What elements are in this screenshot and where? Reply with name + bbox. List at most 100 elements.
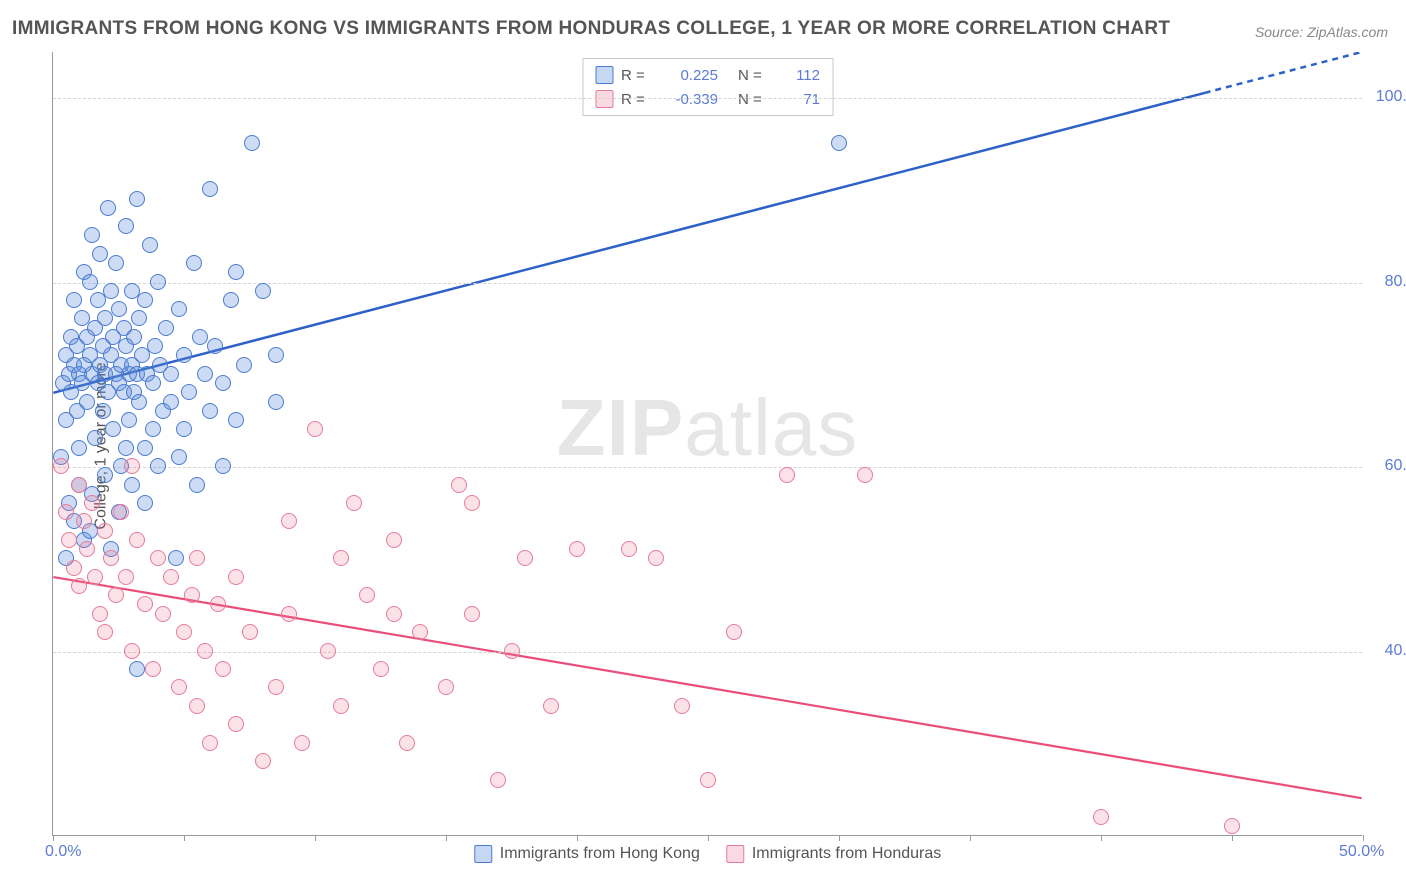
trend-lines: [53, 52, 1362, 835]
data-point: [242, 624, 258, 640]
data-point: [1093, 809, 1109, 825]
data-point: [118, 569, 134, 585]
data-point: [71, 440, 87, 456]
data-point: [163, 394, 179, 410]
x-tick-label: 0.0%: [45, 843, 81, 861]
scatter-plot-area: ZIPatlas R = 0.225 N = 112 R = -0.339 N …: [52, 52, 1362, 836]
x-tick-label: 50.0%: [1339, 843, 1384, 861]
data-point: [158, 320, 174, 336]
data-point: [504, 643, 520, 659]
data-point: [255, 283, 271, 299]
y-tick-label: 40.0%: [1385, 642, 1406, 660]
data-point: [58, 504, 74, 520]
data-point: [831, 135, 847, 151]
data-point: [150, 458, 166, 474]
data-point: [124, 643, 140, 659]
data-point: [103, 283, 119, 299]
data-point: [76, 513, 92, 529]
data-point: [103, 550, 119, 566]
data-point: [97, 624, 113, 640]
x-tick-mark: [708, 835, 709, 841]
data-point: [163, 569, 179, 585]
swatch-blue-icon: [595, 66, 613, 84]
y-tick-label: 60.0%: [1385, 457, 1406, 475]
data-point: [95, 403, 111, 419]
data-point: [176, 421, 192, 437]
data-point: [171, 301, 187, 317]
data-point: [171, 679, 187, 695]
data-point: [228, 716, 244, 732]
x-tick-mark: [839, 835, 840, 841]
data-point: [1224, 818, 1240, 834]
data-point: [320, 643, 336, 659]
data-point: [192, 329, 208, 345]
chart-title: IMMIGRANTS FROM HONG KONG VS IMMIGRANTS …: [12, 18, 1170, 40]
data-point: [150, 550, 166, 566]
data-point: [129, 661, 145, 677]
data-point: [307, 421, 323, 437]
data-point: [71, 578, 87, 594]
data-point: [126, 329, 142, 345]
watermark: ZIPatlas: [557, 382, 858, 474]
data-point: [137, 440, 153, 456]
data-point: [66, 560, 82, 576]
data-point: [137, 495, 153, 511]
data-point: [71, 477, 87, 493]
data-point: [197, 643, 213, 659]
data-point: [108, 587, 124, 603]
data-point: [79, 394, 95, 410]
data-point: [53, 458, 69, 474]
data-point: [108, 255, 124, 271]
data-point: [131, 310, 147, 326]
data-point: [215, 458, 231, 474]
data-point: [202, 735, 218, 751]
data-point: [228, 412, 244, 428]
data-point: [202, 181, 218, 197]
data-point: [171, 449, 187, 465]
data-point: [82, 274, 98, 290]
data-point: [118, 440, 134, 456]
data-point: [176, 624, 192, 640]
swatch-pink-icon: [726, 845, 744, 863]
data-point: [268, 394, 284, 410]
data-point: [228, 264, 244, 280]
data-point: [168, 550, 184, 566]
data-point: [97, 523, 113, 539]
legend-row-hongkong: R = 0.225 N = 112: [595, 63, 820, 87]
y-tick-label: 100.0%: [1376, 88, 1406, 106]
data-point: [517, 550, 533, 566]
data-point: [145, 375, 161, 391]
data-point: [223, 292, 239, 308]
y-tick-label: 80.0%: [1385, 273, 1406, 291]
data-point: [84, 495, 100, 511]
data-point: [236, 357, 252, 373]
gridline: [53, 467, 1362, 468]
data-point: [61, 532, 77, 548]
data-point: [79, 541, 95, 557]
data-point: [412, 624, 428, 640]
data-point: [118, 218, 134, 234]
data-point: [464, 606, 480, 622]
data-point: [189, 477, 205, 493]
data-point: [281, 606, 297, 622]
data-point: [189, 550, 205, 566]
data-point: [207, 338, 223, 354]
correlation-legend: R = 0.225 N = 112 R = -0.339 N = 71: [582, 58, 833, 116]
data-point: [281, 513, 297, 529]
data-point: [543, 698, 559, 714]
data-point: [648, 550, 664, 566]
data-point: [113, 504, 129, 520]
x-tick-mark: [970, 835, 971, 841]
x-tick-mark: [1363, 835, 1364, 841]
x-tick-mark: [1232, 835, 1233, 841]
data-point: [129, 191, 145, 207]
data-point: [137, 596, 153, 612]
series-legend: Immigrants from Hong Kong Immigrants fro…: [474, 845, 941, 863]
data-point: [155, 606, 171, 622]
data-point: [569, 541, 585, 557]
data-point: [150, 274, 166, 290]
data-point: [215, 375, 231, 391]
data-point: [490, 772, 506, 788]
data-point: [268, 347, 284, 363]
data-point: [145, 661, 161, 677]
